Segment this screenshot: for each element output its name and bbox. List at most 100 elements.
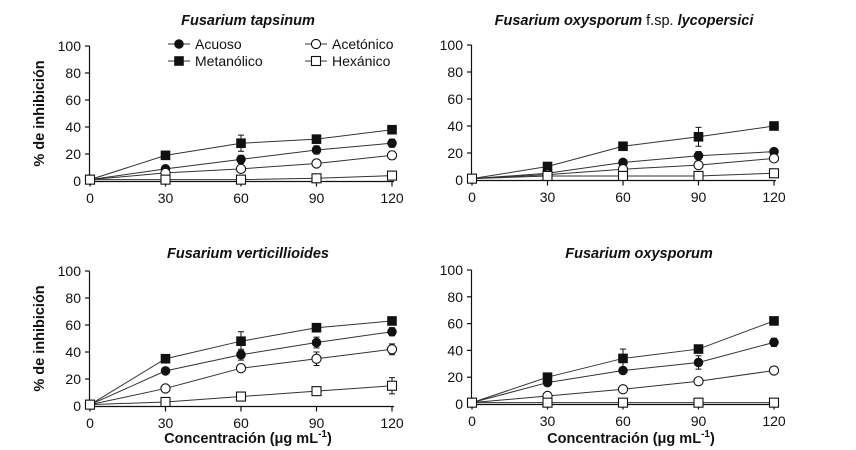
data-point bbox=[693, 344, 704, 354]
data-point bbox=[387, 316, 397, 326]
data-point bbox=[84, 399, 96, 410]
data-point bbox=[236, 349, 246, 360]
panel-title-italic: Fusarium oxysporum bbox=[565, 246, 713, 262]
data-point bbox=[311, 353, 322, 364]
data-point bbox=[386, 150, 398, 161]
data-point bbox=[542, 397, 553, 408]
x-axis-label-end: ) bbox=[710, 431, 715, 447]
y-tick-label: 80 bbox=[65, 290, 81, 306]
x-tick-label: 30 bbox=[158, 190, 174, 206]
data-point bbox=[769, 337, 779, 348]
data-point bbox=[311, 134, 322, 144]
x-tick-label: 60 bbox=[615, 189, 631, 205]
y-axis-label: % de inhibición bbox=[32, 285, 48, 391]
y-tick-label: 60 bbox=[65, 317, 81, 333]
data-point bbox=[160, 174, 171, 185]
y-tick-label: 80 bbox=[65, 65, 81, 81]
x-axis-label-sup: -1 bbox=[318, 429, 327, 440]
y-tick-label: 80 bbox=[447, 64, 463, 80]
x-tick-label: 90 bbox=[691, 189, 707, 205]
data-point bbox=[618, 141, 628, 152]
panel-title-italic: lycopersici bbox=[678, 13, 755, 29]
y-tick-label: 0 bbox=[73, 398, 81, 414]
x-axis-label-main: Concentración (μg mL bbox=[547, 431, 701, 447]
data-point bbox=[693, 397, 704, 408]
data-point bbox=[693, 170, 704, 181]
x-axis-label-end: ) bbox=[327, 431, 332, 447]
x-tick-label: 90 bbox=[309, 415, 325, 431]
legend-marker bbox=[174, 56, 184, 66]
series-Metanólico bbox=[85, 316, 397, 410]
series-Hexánico bbox=[84, 377, 398, 410]
data-point bbox=[768, 153, 780, 164]
legend-entry: Acetónico bbox=[305, 36, 394, 52]
x-tick-label: 0 bbox=[468, 413, 476, 429]
y-axis-label: % de inhibición bbox=[32, 60, 48, 166]
y-tick-label: 20 bbox=[65, 146, 81, 162]
y-tick-label: 0 bbox=[455, 396, 463, 412]
x-tick-label: 90 bbox=[691, 413, 707, 429]
data-point bbox=[236, 138, 246, 148]
data-point bbox=[386, 344, 398, 355]
data-point bbox=[466, 173, 478, 184]
x-axis-label-main: Concentración (μg mL bbox=[164, 431, 318, 447]
data-point bbox=[235, 163, 247, 174]
panel-title-italic: Fusarium oxysporum bbox=[495, 13, 643, 29]
y-tick-label: 40 bbox=[65, 119, 81, 135]
x-tick-label: 0 bbox=[86, 190, 94, 206]
legend-label: Hexánico bbox=[332, 53, 391, 69]
y-tick-label: 40 bbox=[65, 344, 81, 360]
data-point bbox=[542, 372, 553, 382]
x-tick-label: 90 bbox=[309, 190, 325, 206]
y-tick-label: 60 bbox=[447, 91, 463, 107]
data-point bbox=[386, 380, 398, 391]
panel-title: Fusarium oxysporum bbox=[565, 246, 713, 262]
x-axis-label: Concentración (μg mL-1) bbox=[164, 429, 332, 447]
panel-title-italic: Fusarium tapsinum bbox=[181, 13, 315, 29]
data-point bbox=[160, 353, 171, 364]
x-tick-label: 30 bbox=[540, 413, 556, 429]
data-point bbox=[617, 384, 629, 395]
series-Hexánico bbox=[84, 170, 398, 185]
data-point bbox=[311, 386, 322, 397]
data-point bbox=[768, 365, 780, 376]
y-tick-label: 60 bbox=[447, 316, 463, 332]
legend-entry: Metanólico bbox=[168, 53, 263, 69]
x-tick-label: 120 bbox=[380, 190, 404, 206]
data-point bbox=[617, 397, 629, 408]
legend-label: Acetónico bbox=[332, 36, 394, 52]
data-point bbox=[235, 174, 247, 185]
x-tick-label: 120 bbox=[762, 189, 786, 205]
y-tick-label: 0 bbox=[73, 173, 81, 189]
panel-title-italic: Fusarium verticillioides bbox=[167, 246, 329, 262]
data-point bbox=[235, 391, 247, 402]
y-tick-label: 0 bbox=[455, 172, 463, 188]
legend-label: Acuoso bbox=[195, 36, 242, 52]
data-point bbox=[160, 383, 171, 394]
x-tick-label: 0 bbox=[468, 189, 476, 205]
y-tick-label: 20 bbox=[65, 371, 81, 387]
x-axis-label-sup: -1 bbox=[701, 429, 710, 440]
data-point bbox=[769, 316, 779, 326]
data-point bbox=[311, 145, 322, 155]
panel-title-plain: f.sp. bbox=[642, 13, 677, 29]
panel-title: Fusarium oxysporum f.sp. lycopersici bbox=[495, 13, 755, 29]
data-point bbox=[311, 158, 322, 169]
data-point bbox=[387, 326, 397, 337]
legend-marker bbox=[174, 39, 184, 49]
panel-2: 0 20 40 60 80 100 0 30 60 90 120 Fusarium oxysporum… bbox=[440, 13, 786, 205]
x-tick-label: 0 bbox=[86, 415, 94, 431]
x-tick-label: 30 bbox=[158, 415, 174, 431]
data-point bbox=[693, 150, 704, 161]
data-point bbox=[693, 159, 704, 171]
panel-3: 0 20 40 60 80 100 0 30 60 90 120 Fusarium verticill… bbox=[32, 246, 404, 447]
x-tick-label: 60 bbox=[615, 413, 631, 429]
y-tick-label: 100 bbox=[440, 37, 464, 53]
data-point bbox=[617, 170, 629, 181]
x-tick-label: 30 bbox=[540, 189, 556, 205]
x-tick-label: 60 bbox=[233, 415, 249, 431]
data-point bbox=[768, 168, 780, 179]
data-point bbox=[466, 397, 478, 408]
